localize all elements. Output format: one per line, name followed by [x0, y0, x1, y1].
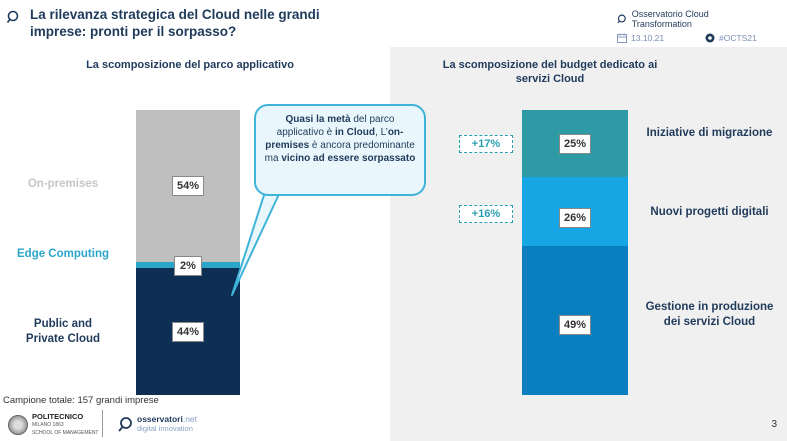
edge-computing-label: Edge Computing [17, 248, 109, 260]
politecnico-logo: POLITECNICO MILANO 1863 SCHOOL OF MANAGE… [8, 413, 99, 437]
politecnico-sub2: SCHOOL OF MANAGEMENT [32, 430, 99, 436]
osservatori-logo-icon [617, 14, 626, 24]
event-date: 13.10.21 [631, 33, 665, 43]
cloud-magnifier-icon [6, 10, 19, 23]
brand-name: Osservatorio Cloud Transformation [631, 9, 709, 29]
calendar-icon [617, 33, 627, 43]
production-value: 49% [559, 315, 591, 335]
sample-note: Campione totale: 157 grandi imprese [3, 395, 159, 406]
right-section-title: La scomposizione del budget dedicato ai … [442, 59, 658, 85]
callout-bold-4: vicino ad essere sorpassato [281, 153, 416, 164]
osservatori-magnifier-icon [118, 417, 132, 432]
footer-divider [102, 410, 103, 437]
edge-computing-value: 2% [174, 256, 202, 276]
production-label-line2: dei servizi Cloud [663, 316, 756, 328]
callout-box: Quasi la metà del parco applicativo è in… [254, 104, 426, 196]
on-premises-value: 54% [172, 176, 204, 196]
osservatori-sub: digital innovation [137, 424, 193, 433]
production-label-line1: Gestione in produzione [645, 301, 774, 313]
production-label: Gestione in produzione dei servizi Cloud [632, 300, 787, 330]
cloud-label-line1: Public and [33, 318, 93, 330]
callout-bold-1: Quasi la metà [285, 114, 351, 125]
on-premises-label: On-premises [27, 178, 99, 190]
cloud-label: Public and Private Cloud [4, 317, 122, 347]
page-title: La rilevanza strategica del Cloud nelle … [30, 7, 320, 39]
page-number: 3 [771, 419, 777, 430]
event-hashtag: #OCTS21 [719, 33, 757, 43]
new-projects-growth-badge: +16% [459, 205, 513, 223]
cloud-value: 44% [172, 322, 204, 342]
callout-text-2: , L’ [375, 127, 388, 138]
callout-bold-2: in Cloud [335, 127, 376, 138]
callout-pointer [231, 191, 281, 296]
callout-bold-3: on-premises [265, 127, 404, 151]
new-projects-value: 26% [559, 208, 591, 228]
migration-label: Iniziative di migrazione [646, 127, 773, 139]
politecnico-seal-icon [8, 415, 28, 435]
new-projects-label: Nuovi progetti digitali [650, 206, 769, 218]
osservatori-name: osservatori [137, 414, 183, 424]
callout-text-3: è ancora predominante ma [264, 140, 415, 164]
cloud-label-line2: Private Cloud [25, 333, 101, 345]
osservatori-logo: osservatori.net digital innovation [117, 415, 197, 433]
social-icon [705, 33, 715, 43]
politecnico-sub1: MILANO 1863 [32, 422, 64, 428]
migration-growth-badge: +17% [459, 135, 513, 153]
politecnico-name: POLITECNICO [32, 412, 84, 421]
left-section-title: La scomposizione del parco applicativo [86, 59, 294, 71]
callout-text-1: del parco applicativo è [276, 114, 395, 138]
osservatori-net: .net [182, 414, 198, 424]
brand-block: Osservatorio Cloud Transformation 13.10.… [617, 9, 767, 43]
migration-value: 25% [559, 134, 591, 154]
